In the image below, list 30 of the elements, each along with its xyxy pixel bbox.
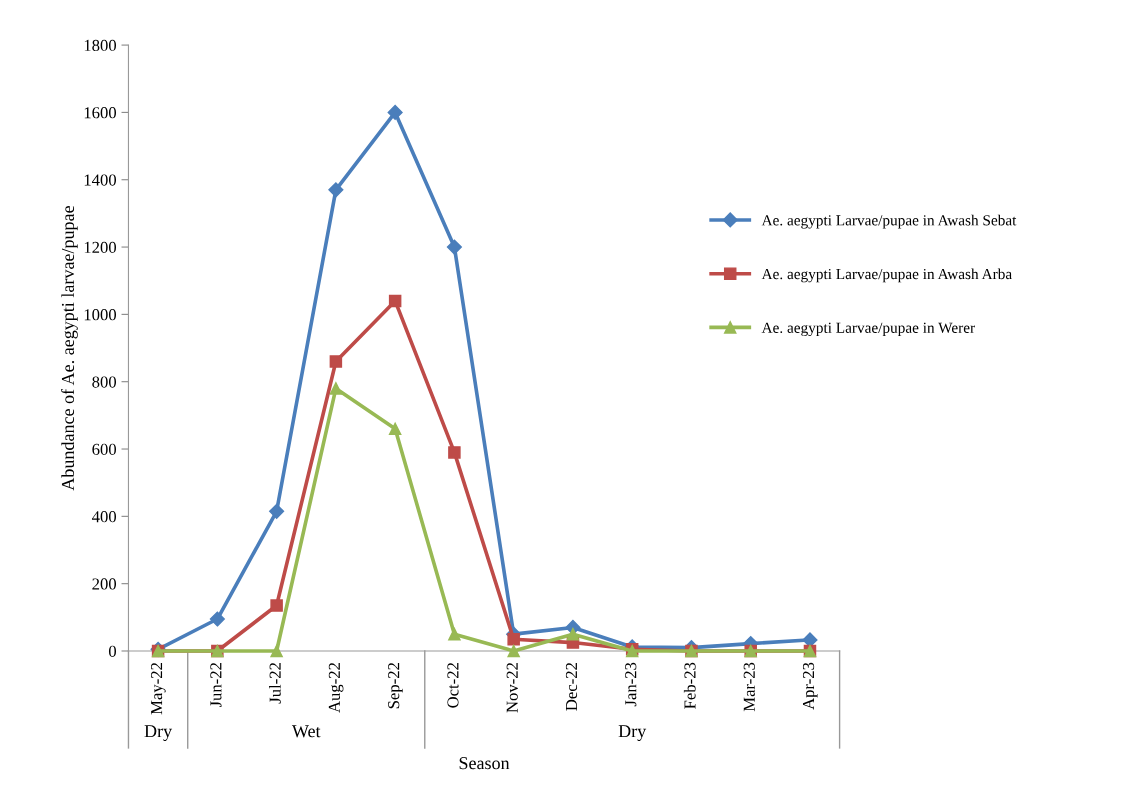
y-tick-label: 1800: [84, 39, 117, 52]
x-tick-label: Apr-23: [802, 662, 818, 710]
legend-label: Ae. aegypti Larvae/pupae in Awash Arba: [761, 268, 1012, 283]
legend-label: Ae. aegypti Larvae/pupae in Werer: [761, 322, 975, 337]
y-tick-label: 0: [108, 645, 117, 657]
x-tick-label: May-22: [151, 663, 166, 715]
text: Dry: [618, 725, 647, 741]
x-tick-label: Jan-23: [625, 662, 637, 707]
y-tick-label: 1400: [84, 174, 117, 186]
text: Dry: [144, 725, 173, 741]
x-tick-label: Oct-22: [447, 663, 459, 708]
x-tick-label: Jul-22: [269, 663, 281, 704]
y-tick-label: 200: [92, 578, 117, 590]
x-tick-label: Nov-22: [506, 663, 518, 713]
y-tick-label: 600: [92, 443, 117, 455]
x-tick-label: Dec-22: [565, 663, 578, 711]
x-tick-label: Mar-23: [743, 662, 755, 712]
y-tick-label: 1200: [84, 241, 117, 253]
y-tick-label: 400: [91, 511, 117, 523]
y-tick-label: 800: [92, 376, 117, 388]
legend-label: Ae. aegypti Larvae/pupae in Awash Sebat: [761, 214, 1017, 229]
y-axis-title: Abundance of Ae. aegypti larvae/pupae: [61, 206, 78, 491]
y-tick-label: 1600: [84, 107, 117, 119]
x-tick-label: Sep-22: [388, 663, 403, 709]
x-axis-title: Season: [459, 757, 510, 770]
x-tick-label: Jun-22: [210, 663, 222, 708]
y-tick-label: 1000: [84, 309, 117, 321]
x-tick-label: Aug-22: [328, 663, 344, 713]
text: Wet: [291, 725, 321, 738]
x-tick-label: Feb-23: [683, 662, 696, 709]
